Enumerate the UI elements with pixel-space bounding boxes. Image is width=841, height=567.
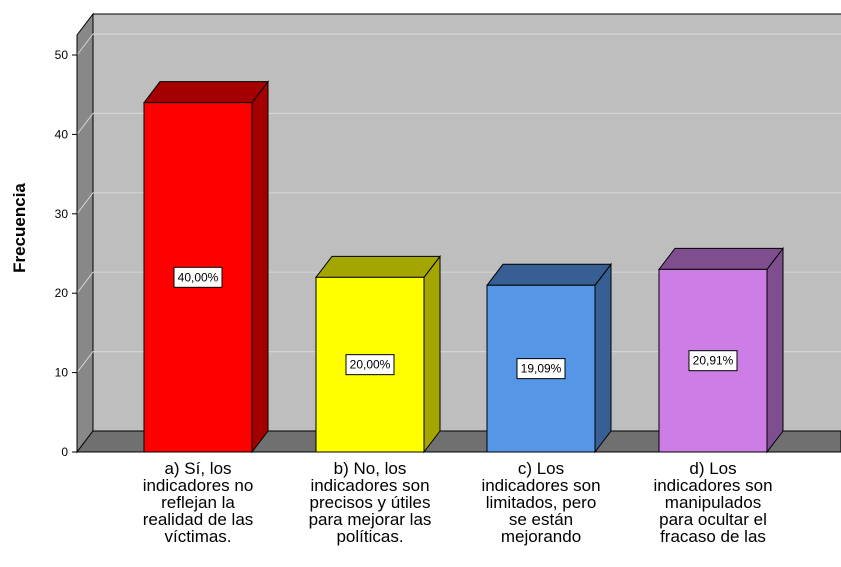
bar: [142, 80, 270, 454]
gridline-side: [76, 113, 94, 135]
data-label-text: 20,91%: [693, 354, 734, 368]
y-tick-label: 50: [55, 48, 69, 62]
bar-side: [251, 80, 269, 454]
data-label-text: 40,00%: [178, 270, 219, 284]
y-tick-label: 40: [55, 127, 69, 141]
bar-top: [142, 81, 270, 104]
bar-side: [766, 246, 784, 454]
gridline-side: [76, 351, 94, 373]
x-tick-label: d) Los indicadores son manipulados para …: [653, 459, 773, 546]
bar-side: [594, 262, 612, 454]
y-axis-title: Frecuencia: [6, 148, 34, 308]
x-tick-label: c) Los indicadores son limitados, pero s…: [481, 459, 601, 546]
data-label-box: [688, 350, 738, 372]
y-tick-label: 10: [55, 366, 69, 380]
y-tick-label: 20: [55, 286, 69, 300]
y-axis-title-text: Frecuencia: [10, 183, 29, 273]
x-tick-label: a) Sí, los indicadores no reflejan la re…: [142, 459, 254, 546]
data-label: 19,09%: [516, 358, 566, 380]
bar-top: [485, 263, 613, 286]
data-label: 40,00%: [173, 266, 223, 288]
x-tick-label: b) No, los indicadores son precisos y út…: [308, 459, 432, 546]
gridline-side: [76, 33, 94, 56]
bar-side: [423, 254, 441, 454]
bars: [142, 80, 785, 454]
bar: [657, 246, 785, 454]
data-label: 20,91%: [688, 350, 738, 372]
gridline-side: [76, 271, 94, 294]
data-label-box: [345, 354, 395, 376]
bar-top: [314, 255, 442, 278]
y-tick-label: 0: [61, 445, 68, 459]
bar: [314, 254, 442, 454]
left-wall: [76, 12, 94, 454]
data-label: 20,00%: [345, 354, 395, 376]
data-label-text: 19,09%: [521, 362, 562, 376]
data-label-box: [516, 358, 566, 380]
bar-top: [657, 247, 785, 270]
data-label-text: 20,00%: [350, 358, 391, 372]
data-label-box: [173, 266, 223, 288]
gridline-side: [76, 192, 94, 215]
data-labels: 40,00% 20,00% 19,09% 20,91%: [173, 266, 738, 380]
y-tick-label: 30: [55, 207, 69, 221]
